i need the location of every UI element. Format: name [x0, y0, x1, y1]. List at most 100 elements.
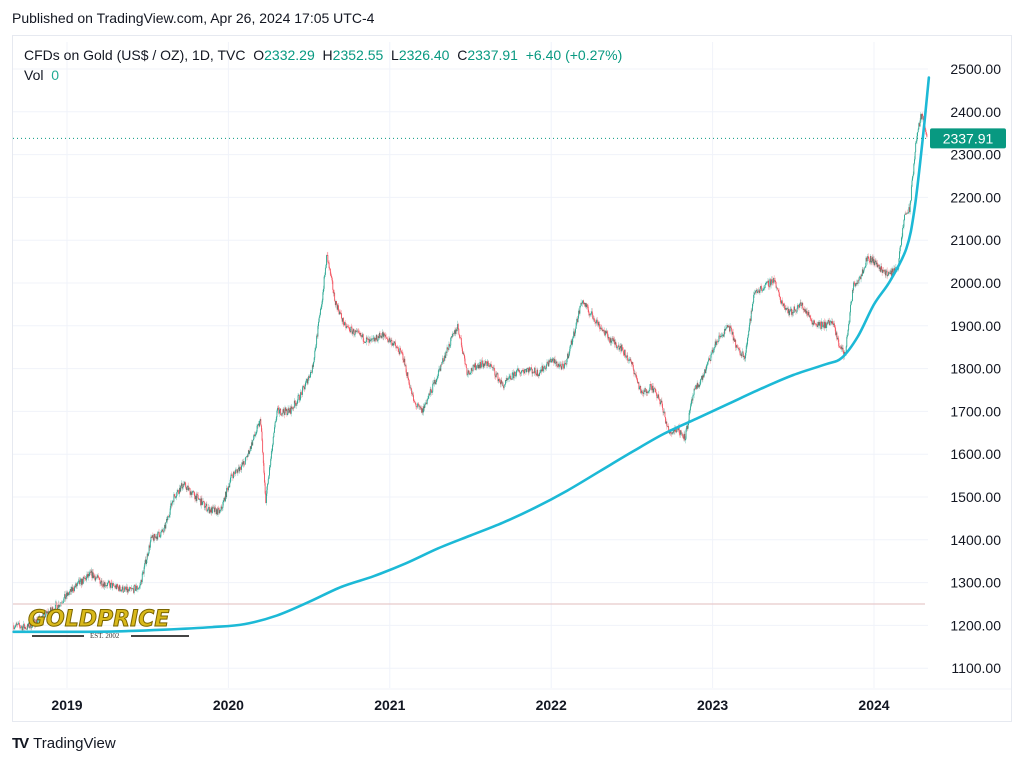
- candle-body: [575, 328, 576, 333]
- candle-body: [685, 438, 686, 441]
- candle-body: [237, 469, 239, 473]
- candle-body: [535, 372, 537, 374]
- candle-body: [135, 588, 137, 591]
- candle-body: [717, 341, 719, 342]
- candle-body: [487, 361, 489, 363]
- candle-body: [125, 587, 126, 590]
- candle-body: [269, 465, 271, 468]
- candle-body: [586, 304, 588, 308]
- candle-body: [701, 375, 702, 380]
- candle-body: [826, 322, 828, 325]
- grid: [13, 42, 928, 688]
- candle-body: [364, 341, 365, 343]
- candle-body: [49, 607, 51, 612]
- candle-body: [849, 312, 851, 323]
- candle-body: [159, 536, 161, 538]
- candle-body: [203, 501, 205, 508]
- candle-body: [391, 339, 393, 346]
- candle-body: [531, 367, 532, 370]
- candle-body: [488, 365, 490, 367]
- candle-body: [308, 376, 310, 378]
- candle-body: [58, 603, 60, 607]
- candle-body: [590, 314, 591, 315]
- candle-body: [598, 322, 599, 326]
- candle-body: [519, 370, 521, 373]
- candle-body: [13, 625, 15, 630]
- candle-body: [281, 412, 283, 416]
- candle-body: [429, 389, 431, 395]
- candle-body: [744, 358, 746, 359]
- candle-body: [815, 323, 817, 325]
- candle-body: [44, 612, 46, 618]
- candle-body: [22, 626, 23, 631]
- candle-body: [175, 497, 177, 499]
- candle-body: [115, 585, 116, 588]
- candle-body: [203, 501, 205, 502]
- candle-body: [35, 619, 37, 626]
- candle-body: [123, 587, 125, 592]
- candle-body: [86, 574, 88, 577]
- candle-body: [197, 494, 198, 495]
- candle-body: [321, 300, 323, 305]
- candle-body: [796, 311, 797, 313]
- tradingview-footer[interactable]: TV TradingView: [12, 735, 116, 752]
- candle-body: [311, 365, 313, 373]
- candle-body: [642, 391, 643, 394]
- candle-body: [889, 272, 891, 274]
- candle-body: [633, 369, 635, 375]
- candle-body: [214, 507, 216, 512]
- candle-body: [376, 334, 378, 342]
- candle-body: [856, 282, 858, 285]
- candle-body: [695, 385, 697, 389]
- candle-body: [434, 380, 436, 384]
- candle-body: [591, 311, 593, 316]
- candle-body: [259, 419, 261, 422]
- candle-body: [533, 372, 535, 374]
- candle-body: [240, 469, 242, 470]
- candle-body: [818, 322, 820, 326]
- candle-body: [280, 408, 282, 415]
- candle-body: [231, 474, 233, 476]
- candle-body: [272, 444, 273, 451]
- candle-body: [332, 281, 334, 290]
- candle-body: [713, 347, 715, 352]
- candle-body: [262, 452, 264, 464]
- y-tick-label: 1400.00: [950, 532, 1001, 548]
- candle-body: [353, 329, 355, 335]
- candle-body: [93, 575, 95, 578]
- candle-body: [325, 265, 327, 268]
- candle-body: [193, 491, 195, 493]
- candle-body: [62, 601, 64, 603]
- candle-body: [25, 627, 26, 630]
- candle-body: [697, 383, 699, 388]
- candle-body: [747, 338, 748, 345]
- candle-body: [143, 572, 144, 574]
- candle-body: [208, 506, 210, 509]
- candle-body: [626, 356, 627, 358]
- candle-body: [865, 257, 867, 267]
- candle-body: [21, 626, 23, 628]
- candle-body: [179, 487, 180, 494]
- y-tick-label: 2500.00: [950, 61, 1001, 77]
- candle-body: [144, 559, 146, 564]
- candle-body: [333, 292, 335, 294]
- candle-body: [546, 362, 548, 365]
- candle-body: [365, 342, 367, 343]
- y-tick-label: 1600.00: [950, 446, 1001, 462]
- candle-body: [557, 366, 558, 367]
- symbol-title[interactable]: CFDs on Gold (US$ / OZ), 1D, TVC: [24, 47, 246, 63]
- candle-body: [141, 573, 143, 583]
- candle-body: [355, 330, 357, 332]
- candle-body: [304, 386, 306, 390]
- candle-body: [689, 406, 691, 411]
- candle-body: [480, 361, 481, 368]
- candle-body: [848, 322, 850, 325]
- candle-body: [257, 424, 259, 426]
- candle-body: [406, 372, 408, 376]
- candle-body: [678, 426, 680, 434]
- candle-body: [425, 402, 427, 405]
- candle-body: [512, 372, 514, 374]
- candle-body: [99, 578, 100, 580]
- candle-body: [700, 379, 702, 381]
